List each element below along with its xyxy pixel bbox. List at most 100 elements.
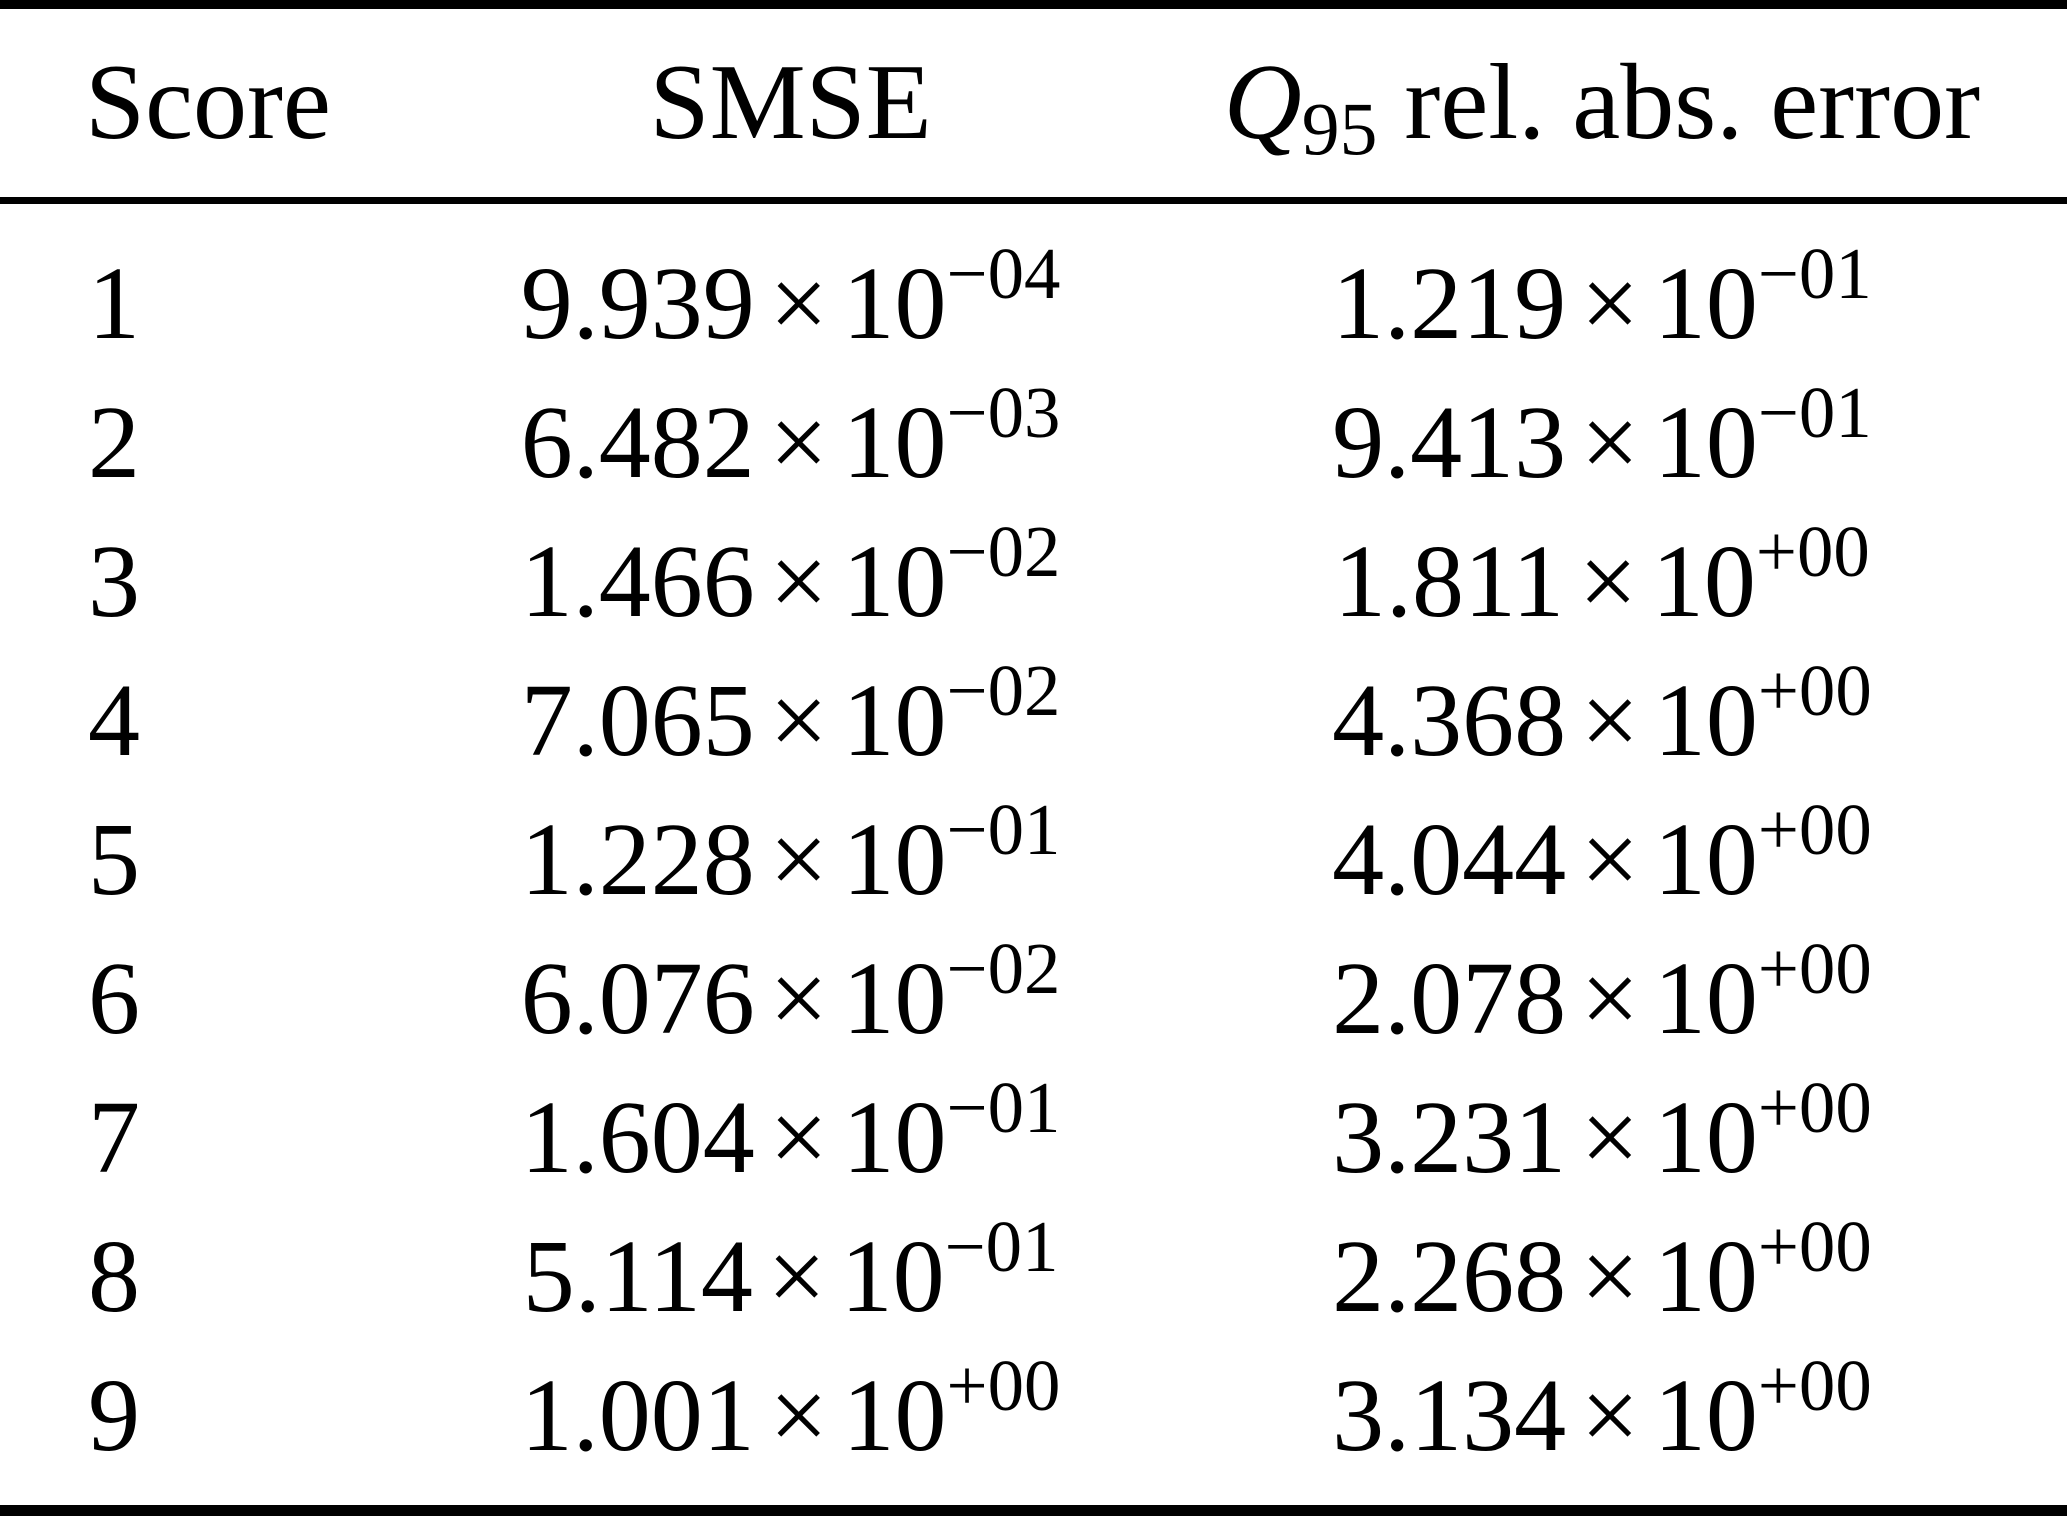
mantissa: 3.134 [1332, 1357, 1567, 1473]
score-cell: 4 [0, 651, 444, 790]
results-table: Score SMSE Q95 rel. abs. error 1 9.939 × 10… [0, 9, 2067, 1485]
mantissa: 5.114 [522, 1218, 753, 1334]
exponent: −02 [946, 927, 1061, 1009]
mantissa: 6.482 [520, 384, 755, 500]
scientific-value: 2.078 × 10+00 [1332, 932, 1872, 1056]
exponent: +00 [1757, 1066, 1872, 1148]
mantissa: 1.604 [520, 1079, 755, 1195]
exponent: +00 [1757, 927, 1872, 1009]
score-cell: 6 [0, 929, 444, 1068]
multiplication-sign: × [1580, 940, 1640, 1056]
exponent: −04 [946, 232, 1061, 314]
scientific-value: 9.939 × 10−04 [520, 237, 1061, 361]
score-cell: 5 [0, 790, 444, 929]
base-ten: 10 [1653, 1357, 1758, 1473]
table-row: 9 1.001 × 10+00 3.134 × 10+00 [0, 1346, 2067, 1485]
multiplication-sign: × [1578, 523, 1638, 639]
base-ten: 10 [842, 384, 947, 500]
score-header-label: Score [85, 43, 331, 162]
table-row: 3 1.466 × 10−02 1.811 × 10+00 [0, 512, 2067, 651]
table-row: 4 7.065 × 10−02 4.368 × 10+00 [0, 651, 2067, 790]
exponent: −01 [1757, 371, 1872, 453]
smse-cell: 1.001 × 10+00 [444, 1346, 1136, 1485]
mantissa: 2.078 [1332, 940, 1567, 1056]
mantissa: 1.001 [520, 1357, 755, 1473]
scientific-value: 1.219 × 10−01 [1332, 237, 1872, 361]
q95-cell: 2.268 × 10+00 [1137, 1207, 2067, 1346]
base-ten: 10 [840, 1218, 945, 1334]
q95-cell: 9.413 × 10−01 [1137, 373, 2067, 512]
multiplication-sign: × [769, 801, 828, 917]
q95-cell: 3.134 × 10+00 [1137, 1346, 2067, 1485]
score-cell: 8 [0, 1207, 444, 1346]
score-value: 7 [88, 1079, 140, 1195]
table-row: 5 1.228 × 10−01 4.044 × 10+00 [0, 790, 2067, 929]
exponent: −02 [946, 510, 1061, 592]
q95-cell: 4.368 × 10+00 [1137, 651, 2067, 790]
mantissa: 4.368 [1332, 662, 1567, 778]
smse-cell: 1.466 × 10−02 [444, 512, 1136, 651]
scientific-value: 1.811 × 10+00 [1334, 515, 1870, 639]
scientific-value: 6.076 × 10−02 [520, 932, 1061, 1056]
scientific-value: 4.044 × 10+00 [1332, 793, 1872, 917]
column-header-q95-rel-abs-error: Q95 rel. abs. error [1136, 9, 2067, 204]
mantissa: 9.939 [520, 245, 755, 361]
scientific-value: 3.231 × 10+00 [1332, 1071, 1872, 1195]
q95-symbol: Q [1223, 43, 1302, 162]
q95-cell: 2.078 × 10+00 [1137, 929, 2067, 1068]
scientific-value: 4.368 × 10+00 [1332, 654, 1872, 778]
base-ten: 10 [1651, 523, 1756, 639]
base-ten: 10 [842, 662, 947, 778]
mantissa: 2.268 [1332, 1218, 1567, 1334]
smse-cell: 9.939 × 10−04 [444, 201, 1136, 374]
header-row: Score SMSE Q95 rel. abs. error [0, 9, 2067, 204]
multiplication-sign: × [1580, 1218, 1640, 1334]
score-cell: 3 [0, 512, 444, 651]
multiplication-sign: × [1580, 1079, 1640, 1195]
scientific-value: 9.413 × 10−01 [1332, 376, 1872, 500]
multiplication-sign: × [1580, 1357, 1640, 1473]
base-ten: 10 [1653, 801, 1758, 917]
smse-cell: 6.482 × 10−03 [444, 373, 1136, 512]
table-row: 7 1.604 × 10−01 3.231 × 10+00 [0, 1068, 2067, 1207]
exponent: −01 [1757, 232, 1872, 314]
base-ten: 10 [842, 245, 947, 361]
score-value: 5 [88, 801, 140, 917]
exponent: +00 [946, 1344, 1061, 1426]
multiplication-sign: × [1580, 384, 1640, 500]
exponent: −01 [946, 788, 1061, 870]
smse-cell: 7.065 × 10−02 [444, 651, 1136, 790]
base-ten: 10 [1653, 1079, 1758, 1195]
multiplication-sign: × [769, 940, 828, 1056]
score-cell: 1 [0, 201, 444, 374]
score-cell: 9 [0, 1346, 444, 1485]
smse-cell: 5.114 × 10−01 [444, 1207, 1136, 1346]
table-row: 8 5.114 × 10−01 2.268 × 10+00 [0, 1207, 2067, 1346]
smse-cell: 1.228 × 10−01 [444, 790, 1136, 929]
multiplication-sign: × [769, 523, 828, 639]
score-value: 2 [88, 384, 140, 500]
base-ten: 10 [1653, 940, 1758, 1056]
q95-cell: 3.231 × 10+00 [1137, 1068, 2067, 1207]
mantissa: 1.466 [520, 523, 755, 639]
table-header: Score SMSE Q95 rel. abs. error [0, 9, 2067, 204]
scientific-value: 6.482 × 10−03 [520, 376, 1061, 500]
table-row: 2 6.482 × 10−03 9.413 × 10−01 [0, 373, 2067, 512]
q95-header-rest: rel. abs. error [1404, 43, 1981, 162]
multiplication-sign: × [769, 662, 828, 778]
multiplication-sign: × [769, 1357, 828, 1473]
multiplication-sign: × [769, 1079, 828, 1195]
mantissa: 1.219 [1332, 245, 1567, 361]
q95-cell: 1.811 × 10+00 [1137, 512, 2067, 651]
multiplication-sign: × [767, 1218, 827, 1334]
score-cell: 2 [0, 373, 444, 512]
column-header-score: Score [0, 9, 445, 204]
base-ten: 10 [1653, 662, 1758, 778]
exponent: −02 [946, 649, 1061, 731]
scientific-value: 1.001 × 10+00 [520, 1349, 1061, 1473]
score-value: 1 [88, 245, 140, 361]
base-ten: 10 [842, 1079, 947, 1195]
mantissa: 6.076 [520, 940, 755, 1056]
scientific-value: 7.065 × 10−02 [521, 654, 1061, 778]
